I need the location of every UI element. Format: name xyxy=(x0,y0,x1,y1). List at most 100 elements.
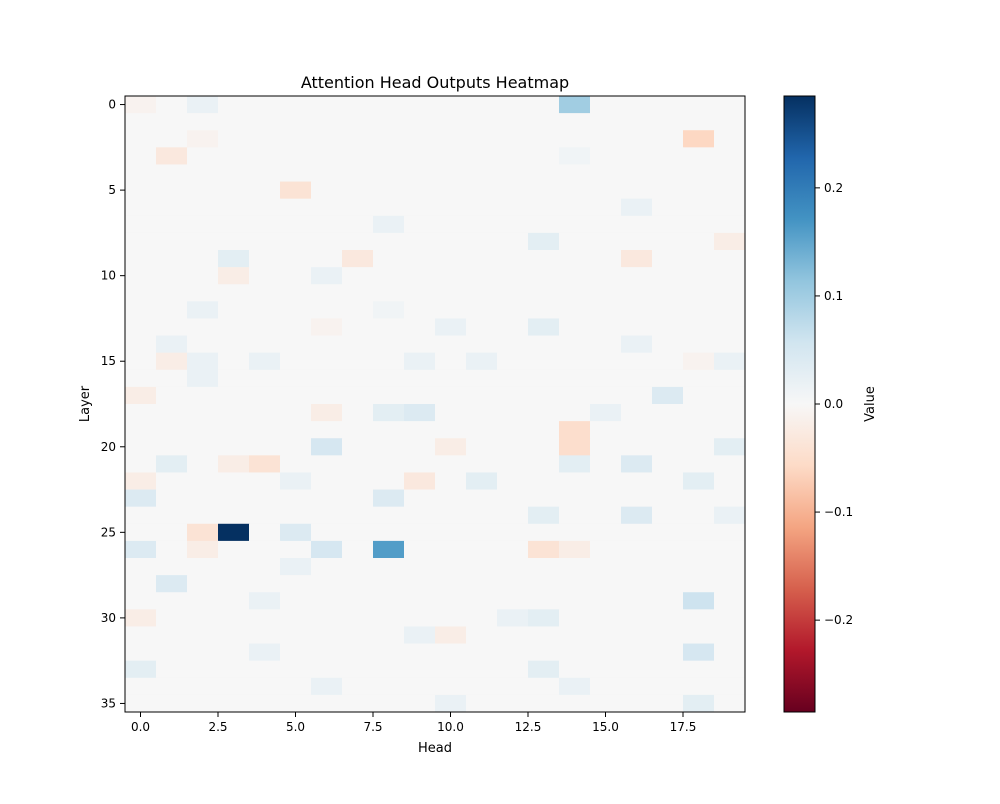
heatmap-cell xyxy=(652,489,684,508)
heatmap-cell xyxy=(187,404,219,422)
heatmap-cell xyxy=(497,438,529,456)
heatmap-cell xyxy=(280,677,312,696)
heatmap-cell xyxy=(466,369,498,388)
heatmap-cell xyxy=(249,267,281,285)
y-tick-label: 10 xyxy=(101,269,116,283)
heatmap-cell xyxy=(559,386,591,405)
heatmap-cell xyxy=(683,643,715,662)
heatmap-cell xyxy=(218,643,250,662)
heatmap-cell xyxy=(559,198,591,217)
heatmap-cell xyxy=(559,643,591,662)
heatmap-cell xyxy=(528,164,560,182)
heatmap-cell xyxy=(497,96,529,114)
heatmap-cell xyxy=(187,284,219,302)
heatmap-cell xyxy=(156,318,188,336)
heatmap-cell xyxy=(342,284,374,302)
heatmap-cell xyxy=(125,404,157,422)
heatmap-cell xyxy=(404,558,436,576)
heatmap-cell xyxy=(373,147,405,165)
heatmap-cell xyxy=(280,609,312,627)
heatmap-cell xyxy=(714,404,746,422)
heatmap-cell xyxy=(559,558,591,576)
heatmap-cell xyxy=(218,181,250,200)
heatmap-cell xyxy=(373,592,405,610)
heatmap-cell xyxy=(435,284,467,302)
heatmap-cell xyxy=(466,540,498,559)
heatmap-cell xyxy=(652,523,684,542)
heatmap-cell xyxy=(187,523,219,542)
heatmap-cell xyxy=(280,284,312,302)
heatmap-cell xyxy=(435,232,467,251)
heatmap-cell xyxy=(714,113,746,131)
heatmap-cell xyxy=(218,96,250,114)
heatmap-cell xyxy=(528,592,560,610)
y-tick-label: 5 xyxy=(108,183,116,197)
heatmap-cell xyxy=(311,438,343,456)
heatmap-cell xyxy=(714,506,746,525)
heatmap-cell xyxy=(621,232,653,251)
heatmap-cell xyxy=(528,540,560,559)
heatmap-cell xyxy=(187,130,219,148)
heatmap-cell xyxy=(280,404,312,422)
heatmap-cell xyxy=(342,369,374,388)
heatmap-cell xyxy=(342,472,374,490)
heatmap-cell xyxy=(590,643,622,662)
heatmap-cell xyxy=(590,267,622,285)
heatmap-cell xyxy=(311,592,343,610)
heatmap-cell xyxy=(249,455,281,473)
heatmap-cell xyxy=(590,301,622,319)
heatmap-cell xyxy=(125,232,157,251)
heatmap-cell xyxy=(683,558,715,576)
heatmap-cell xyxy=(156,592,188,610)
heatmap-cell xyxy=(652,181,684,200)
heatmap-cell xyxy=(342,489,374,508)
heatmap-cell xyxy=(125,284,157,302)
heatmap-cell xyxy=(404,250,436,268)
heatmap-cell xyxy=(466,130,498,148)
heatmap-cell xyxy=(404,438,436,456)
heatmap-cell xyxy=(652,660,684,679)
heatmap-cell xyxy=(528,626,560,644)
heatmap-cell xyxy=(249,438,281,456)
heatmap-cell xyxy=(342,386,374,405)
heatmap-cell xyxy=(249,506,281,525)
heatmap-cell xyxy=(156,352,188,371)
heatmap-cell xyxy=(187,592,219,610)
heatmap-cell xyxy=(528,506,560,525)
heatmap-cell xyxy=(590,626,622,644)
heatmap-cell xyxy=(559,352,591,371)
heatmap-cell xyxy=(435,694,467,713)
heatmap-cell xyxy=(218,506,250,525)
heatmap-cell xyxy=(435,575,467,593)
heatmap-cell xyxy=(187,147,219,165)
heatmap-cell xyxy=(652,438,684,456)
heatmap-cell xyxy=(466,472,498,490)
heatmap-cell xyxy=(342,421,374,439)
heatmap-cell xyxy=(218,147,250,165)
heatmap-cell xyxy=(621,352,653,371)
x-tick-label: 15.0 xyxy=(592,720,619,734)
heatmap-cell xyxy=(156,660,188,679)
heatmap-cell xyxy=(714,147,746,165)
heatmap-cell xyxy=(528,113,560,131)
heatmap-cell xyxy=(404,335,436,354)
heatmap-cell xyxy=(652,232,684,251)
heatmap-cell xyxy=(404,301,436,319)
heatmap-cell xyxy=(156,626,188,644)
heatmap-cell xyxy=(218,455,250,473)
heatmap-cell xyxy=(559,96,591,114)
heatmap-cell xyxy=(187,643,219,662)
heatmap-cell xyxy=(218,404,250,422)
heatmap-cell xyxy=(590,352,622,371)
heatmap-cell xyxy=(311,677,343,696)
heatmap-cell xyxy=(311,318,343,336)
heatmap-cell xyxy=(528,250,560,268)
heatmap-cell xyxy=(714,694,746,713)
heatmap-cell xyxy=(497,575,529,593)
heatmap-cell xyxy=(497,113,529,131)
heatmap-cell xyxy=(590,164,622,182)
heatmap-cell xyxy=(435,438,467,456)
heatmap-cell xyxy=(156,609,188,627)
heatmap-cell xyxy=(342,558,374,576)
heatmap-cell xyxy=(621,626,653,644)
